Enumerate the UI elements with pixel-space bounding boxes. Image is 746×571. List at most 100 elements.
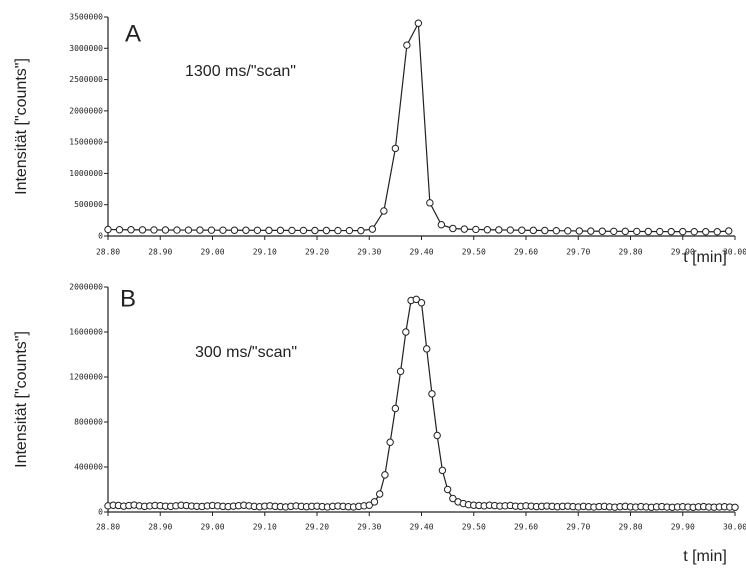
x-tick-label: 29.90 [671, 248, 695, 257]
data-point [276, 226, 285, 235]
data-point [417, 299, 426, 307]
y-tick-label: 0 [98, 232, 103, 241]
x-tick-label: 29.30 [357, 523, 381, 532]
x-tick-label: 29.60 [514, 523, 538, 532]
data-point [621, 227, 629, 236]
data-point [381, 471, 389, 479]
data-point [472, 225, 480, 234]
data-point [414, 19, 423, 27]
data-point [483, 226, 492, 234]
x-tick-label: 28.80 [96, 523, 120, 532]
data-point [412, 295, 420, 304]
data-point [564, 227, 572, 235]
data-point [443, 485, 452, 494]
data-point [150, 226, 158, 234]
x-tick-label: 29.10 [253, 523, 277, 532]
y-tick-label: 3000000 [69, 44, 103, 53]
x-tick-label: 28.90 [148, 248, 172, 257]
data-point [173, 226, 181, 234]
data-point [288, 226, 296, 235]
data-point [161, 226, 170, 234]
x-tick-label: 29.90 [671, 523, 695, 532]
data-point [690, 227, 698, 236]
data-point [610, 227, 618, 236]
y-tick-label: 3500000 [69, 13, 103, 22]
x-tick-label: 28.90 [148, 523, 172, 532]
data-point [386, 438, 394, 446]
data-point [575, 227, 583, 235]
x-tick-label: 29.00 [200, 248, 224, 257]
data-point [725, 227, 733, 235]
data-point [438, 466, 447, 475]
data-point [702, 228, 710, 236]
data-point [460, 225, 469, 233]
data-point [376, 490, 384, 498]
x-tick-label: 29.50 [462, 523, 486, 532]
x-tick-label: 29.10 [253, 248, 277, 257]
y-tick-label: 1000000 [69, 169, 103, 178]
y-tick-label: 1500000 [69, 138, 103, 147]
x-tick-label: 28.80 [96, 248, 120, 257]
data-point [138, 226, 147, 234]
data-point [357, 226, 365, 235]
data-point [207, 226, 216, 234]
y-tick-label: 2000000 [69, 106, 103, 115]
y-tick-label: 2000000 [69, 283, 103, 292]
data-point [495, 226, 503, 234]
data-point [370, 498, 379, 506]
data-point [679, 227, 687, 236]
x-tick-label: 29.70 [566, 523, 590, 532]
data-point [506, 226, 515, 234]
data-point [426, 199, 434, 207]
data-point [219, 226, 227, 234]
y-axis-label: Intensität ["counts"] [13, 58, 30, 195]
data-line [107, 21, 729, 233]
x-tick-label: 29.80 [618, 523, 642, 532]
data-point [299, 226, 308, 235]
data-point [265, 226, 273, 235]
panel-label: B [120, 285, 136, 312]
data-point [253, 226, 262, 235]
data-point [104, 225, 112, 234]
data-point [115, 226, 124, 234]
data-point [127, 226, 135, 234]
x-tick-label: 29.50 [462, 248, 486, 257]
data-point [433, 431, 441, 440]
data-point [644, 227, 652, 236]
data-point [449, 494, 457, 503]
data-point [345, 226, 354, 235]
data-point [656, 227, 664, 236]
data-point [423, 345, 431, 353]
x-axis-label: t [min] [683, 548, 727, 565]
data-point [552, 226, 561, 235]
data-point [731, 503, 739, 511]
y-axis-label: Intensität ["counts"] [13, 331, 30, 468]
x-tick-label: 29.40 [409, 523, 433, 532]
x-tick-label: 29.70 [566, 248, 590, 257]
data-point [541, 226, 549, 235]
y-tick-label: 1600000 [69, 328, 103, 337]
x-tick-label: 29.00 [200, 523, 224, 532]
data-point [437, 221, 446, 229]
x-tick-label: 29.20 [305, 523, 329, 532]
y-tick-label: 500000 [74, 200, 103, 209]
data-point [403, 41, 411, 49]
data-point [391, 144, 400, 153]
data-line [107, 298, 736, 508]
y-tick-label: 2500000 [69, 75, 103, 84]
annotation: 300 ms/"scan" [195, 344, 297, 361]
data-point [449, 224, 457, 233]
data-point [380, 207, 388, 215]
annotation: 1300 ms/"scan" [185, 63, 296, 80]
data-point [391, 404, 400, 413]
x-tick-label: 30.00 [723, 523, 746, 532]
data-point [529, 226, 538, 235]
y-tick-label: 1200000 [69, 373, 103, 382]
data-point [230, 226, 239, 234]
data-point [598, 227, 606, 235]
x-tick-label: 29.30 [357, 248, 381, 257]
data-point [402, 328, 410, 336]
y-tick-label: 800000 [74, 418, 103, 427]
